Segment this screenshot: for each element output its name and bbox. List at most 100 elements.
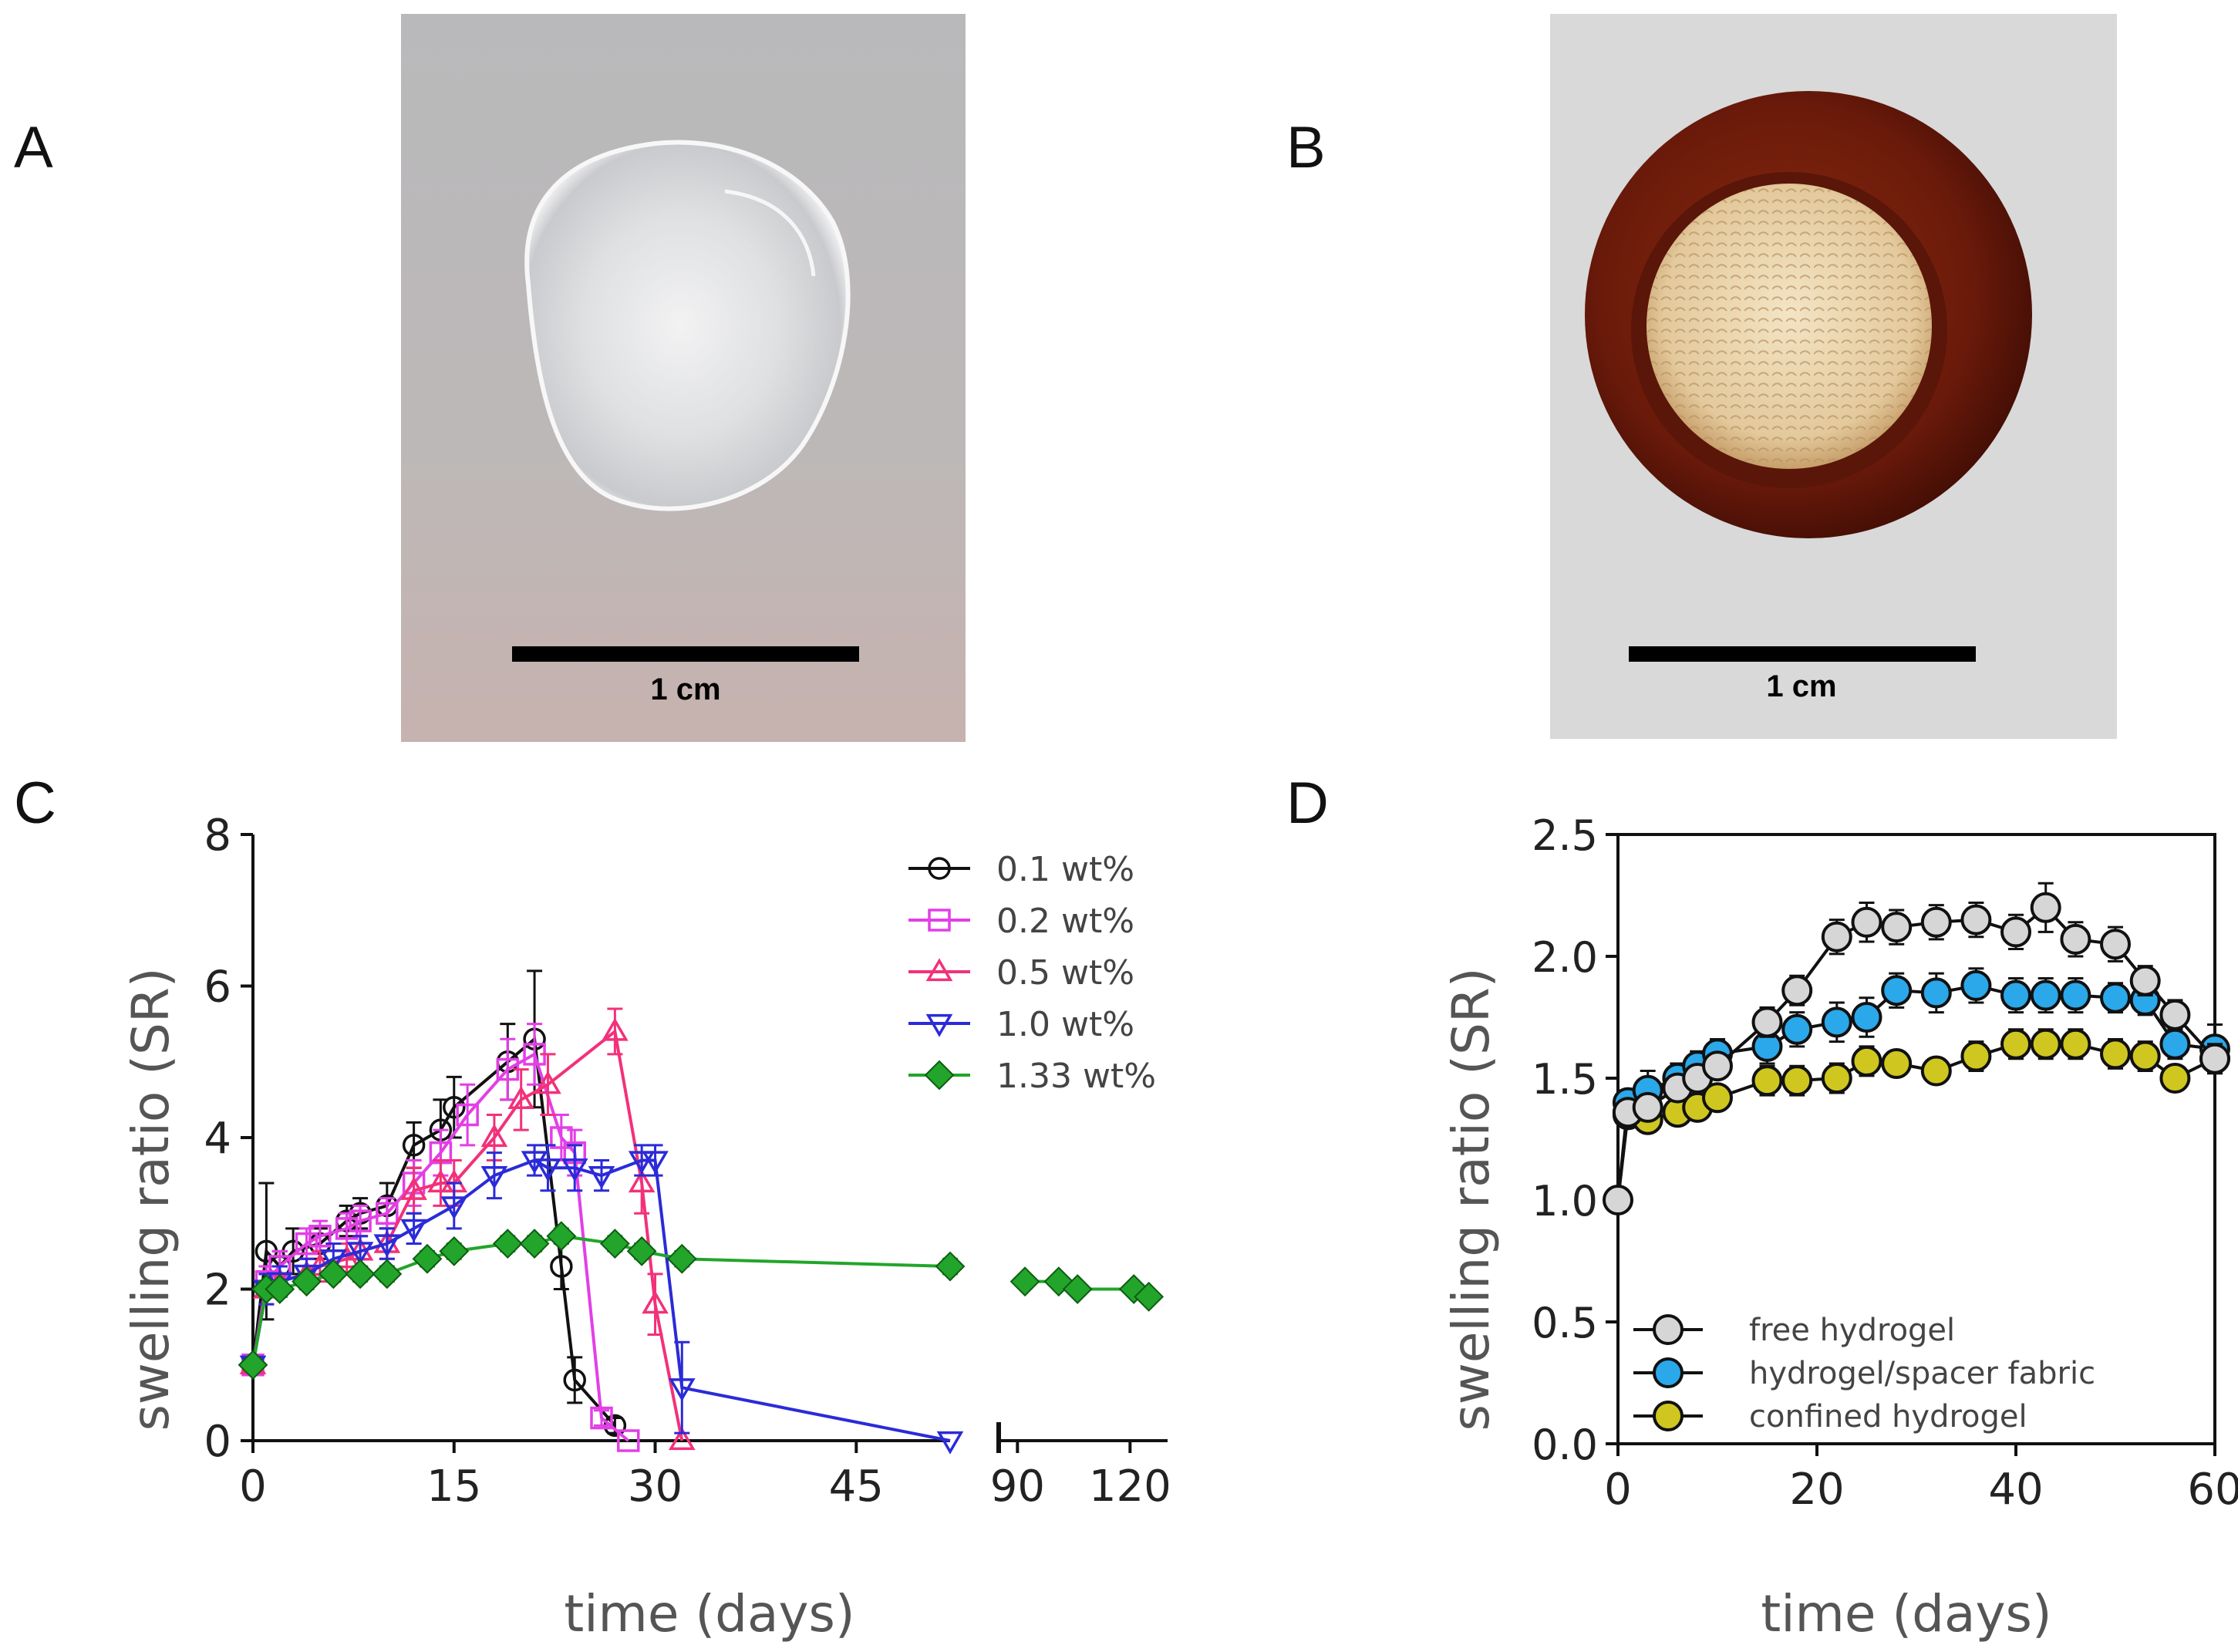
chart-c-point [335,1217,359,1240]
chart-c-xlabel: time (days) [564,1584,854,1644]
chart-c-point [599,1229,630,1259]
chart-c-legend-label: 1.0 wt% [996,1005,1134,1044]
chart-c-point [936,1431,964,1455]
chart-c-point [1134,1281,1165,1312]
chart-d-point [1881,975,1913,1006]
chart-d-point [2159,999,2191,1030]
chart-d-xlabel: time (days) [1761,1584,2051,1644]
chart-d-point [2060,979,2091,1011]
chart-d-point [1751,1065,1783,1097]
chart-c-xtick-label: 15 [426,1462,481,1512]
chart-d-point [2159,1063,2191,1094]
chart-d-point [1920,977,1952,1009]
chart-d-point [2000,1028,2031,1060]
chart-c-point [563,1368,586,1392]
chart-c-point [373,1234,401,1258]
chart-d-point [2100,929,2131,960]
chart-c-xtick-label: 120 [1089,1462,1171,1512]
chart-d-point [1851,906,1882,938]
chart-c-point [439,1236,470,1266]
chart-c-legend-marker [925,1013,953,1037]
chart-c-point [668,1378,696,1402]
chart-c-legend-marker [924,1060,955,1091]
chart-c-point [628,1151,656,1175]
chart-c-ytick-label: 0 [204,1417,231,1467]
chart-c-legend: 0.1 wt% 0.2 wt% 0.5 wt% 1.0 wt% 1.33 wt% [908,850,1156,1096]
chart-c-point [480,1165,508,1189]
scale-label-b: 1 cm [1766,669,1837,703]
chart-c-point [400,1176,427,1200]
chart-d-point [1821,1063,1852,1094]
panel-label-a: A [14,115,53,180]
chart-c-point [376,1202,399,1225]
chart-d-point [2199,1043,2230,1074]
chart-c-legend-marker [928,857,951,880]
chart-c-legend-label: 0.2 wt% [996,902,1134,941]
chart-d-point [1881,1048,1913,1080]
chart-c-point [265,1274,295,1304]
chart-d-series [1603,882,2230,1215]
chart-d-point [1960,1040,1992,1072]
chart-c-ytick-label: 2 [204,1266,231,1316]
chart-c-legend-label: 1.33 wt% [996,1057,1156,1096]
chart-c-point [521,1151,548,1175]
chart-d-swelling-by-type: 0.0 0.5 1.0 1.5 2.0 2.5 0 20 40 60 free hydrogel h… [1441,811,2238,1644]
chart-c-point [1009,1266,1040,1297]
chart-c-point [292,1266,322,1297]
chart-c-xtick-label: 90 [990,1462,1045,1512]
scale-bar-b [1629,646,1976,662]
chart-c-point [440,1196,468,1220]
chart-c-point [534,1070,561,1094]
chart-c-ylabel: swelling ratio (SR) [121,967,180,1431]
panel-label-d: D [1286,770,1329,836]
chart-c-point [400,1219,427,1242]
chart-c-point [402,1134,426,1157]
photo-confined-hydrogel [1550,14,2117,739]
chart-c-point [308,1224,332,1248]
chart-d-axes: 0.0 0.5 1.0 1.5 2.0 2.5 0 20 40 60 [1532,811,2238,1515]
chart-c-xtick-label: 45 [829,1462,884,1512]
chart-d-point [1781,1065,1813,1097]
chart-d-point [1920,1055,1952,1087]
chart-c-xtick-label: 30 [628,1462,683,1512]
chart-d-point [2129,965,2161,996]
chart-c-legend-marker [928,909,951,932]
chart-c-axes: 0 2 4 6 8 0 15 30 45 90 120 [204,811,1171,1512]
chart-c-point [345,1259,376,1290]
chart-c-point [319,1249,347,1273]
chart-d-legend-marker [1653,1314,1684,1345]
chart-c-point [480,1124,508,1148]
chart-d-point [1851,1002,1882,1033]
chart-c-point [456,1103,479,1127]
chart-c-point [318,1259,349,1290]
chart-d-point [1960,904,1992,936]
chart-d-xtick-label: 20 [1789,1465,1844,1515]
chart-c-point [492,1229,523,1259]
chart-c-xtick-label: 0 [239,1462,267,1512]
chart-c-point [561,1158,588,1182]
panel-label-c: C [14,770,56,836]
photo-confined-hydrogel-art [1550,14,2117,739]
chart-d-point [1603,1185,1633,1215]
scale-bar-a [512,646,859,662]
chart-c-legend-label: 0.5 wt% [996,953,1134,993]
chart-c-point [550,1255,573,1278]
chart-d-ytick-label: 1.0 [1532,1177,1598,1226]
chart-d-point [2060,1028,2091,1060]
chart-d-legend-marker [1653,1401,1684,1431]
chart-c-point [372,1259,403,1290]
chart-d-xtick-label: 40 [1988,1465,2043,1515]
chart-c-point [626,1236,657,1266]
chart-d-point [1881,912,1913,943]
chart-d-point [1821,921,1852,952]
scale-label-a: 1 cm [650,673,721,706]
chart-d-point [2030,892,2061,923]
chart-d-legend-label: confined hydrogel [1749,1399,2027,1435]
chart-c-point [617,1429,640,1452]
chart-c-legend-marker [925,958,953,982]
chart-d-ytick-label: 2.5 [1532,811,1598,860]
chart-d-point [2030,1028,2061,1060]
chart-d-point [2100,982,2131,1013]
chart-c-point [346,1242,374,1266]
chart-c-series-line [251,1234,951,1366]
